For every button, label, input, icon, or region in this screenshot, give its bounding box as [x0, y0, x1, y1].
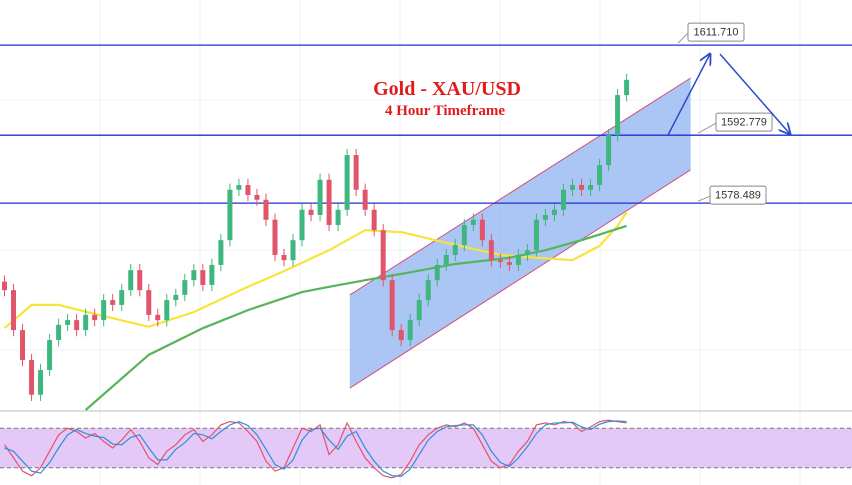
candle-body [173, 294, 179, 301]
candle-body [452, 244, 458, 255]
plot-layer: 1611.710 1592.779 1578.489 [0, 22, 852, 479]
candle-body [146, 290, 152, 315]
trend-channel [349, 78, 691, 389]
label-leader [697, 122, 717, 134]
candle-body [83, 314, 89, 331]
candle-body [209, 264, 215, 285]
candle-body [524, 250, 530, 255]
oscillator-line [4, 420, 627, 477]
candle-body [245, 185, 251, 196]
candle-body [200, 270, 206, 285]
candle-body [497, 260, 503, 263]
candle-body [227, 189, 233, 241]
candle-body [29, 360, 35, 395]
candle-body [92, 314, 98, 321]
channel-edge [349, 169, 691, 389]
candle-body [164, 300, 170, 321]
candle-body [560, 189, 566, 210]
candle-body [606, 135, 612, 166]
chart-subtitle: 4 Hour Timeframe [385, 103, 505, 119]
projection-arrow [667, 54, 710, 136]
candle-body [128, 270, 134, 291]
moving-average [3, 211, 628, 330]
candle-body [290, 240, 296, 261]
candle-body [326, 179, 332, 225]
candle-body [362, 189, 368, 210]
candle-body [443, 254, 449, 265]
level-label: 1611.710 [693, 27, 738, 39]
candle-body [461, 224, 467, 245]
candle-body [20, 330, 26, 361]
candle-body [299, 209, 305, 241]
candle-body [137, 270, 143, 291]
candle-body [425, 280, 431, 301]
candle-body [308, 209, 314, 215]
candle-body [371, 209, 377, 231]
candle-body [470, 219, 476, 225]
projection-arrow [719, 53, 790, 134]
candle-body [119, 290, 125, 305]
candle-body [344, 155, 350, 210]
candle-body [65, 320, 71, 325]
candle-body [416, 300, 422, 321]
candle-body [398, 330, 404, 341]
label-box [687, 22, 745, 42]
level-label: 1578.489 [715, 190, 761, 202]
candle-body [542, 214, 548, 220]
candle-body [110, 300, 116, 305]
label-box [709, 185, 767, 205]
candle-body [38, 370, 44, 395]
chart-title: Gold - XAU/USD [373, 78, 521, 100]
candle-body [597, 165, 603, 186]
candle-body [533, 219, 539, 251]
oscillator-band [0, 428, 852, 468]
candle-body [615, 95, 621, 136]
moving-average [84, 224, 627, 411]
candle-body [588, 185, 594, 190]
candle-body [11, 290, 17, 331]
candle-body [74, 320, 80, 331]
candle-body [155, 314, 161, 321]
candle-body [182, 280, 188, 295]
candle-body [479, 219, 485, 241]
candle-body [488, 240, 494, 261]
candle-body [506, 262, 512, 265]
channel-edge [349, 77, 691, 296]
candle-body [434, 264, 440, 281]
candle-body [281, 254, 287, 261]
candle-body [218, 240, 224, 265]
candle-body [263, 199, 269, 220]
level-label: 1592.779 [721, 117, 767, 129]
candle-body [47, 340, 53, 371]
candle-body [56, 324, 62, 341]
candle-body [101, 300, 107, 321]
candle-body [407, 320, 413, 341]
candle-body [551, 209, 557, 215]
candle-body [380, 230, 386, 281]
candle-body [236, 185, 242, 190]
candle-body [191, 270, 197, 281]
candle-body [579, 185, 585, 190]
candle-body [515, 254, 521, 265]
candle-body [389, 280, 395, 331]
label-box [715, 112, 773, 132]
candle-body [272, 219, 278, 255]
candle-body [624, 79, 630, 96]
candle-body [335, 209, 341, 225]
candle-body [317, 179, 323, 215]
candle-body [353, 155, 359, 190]
label-leader [677, 32, 689, 44]
oscillator-line [4, 419, 627, 479]
label-leader [697, 195, 711, 202]
candle-body [254, 195, 260, 200]
candle-body [570, 185, 576, 190]
candle-body [2, 281, 8, 291]
